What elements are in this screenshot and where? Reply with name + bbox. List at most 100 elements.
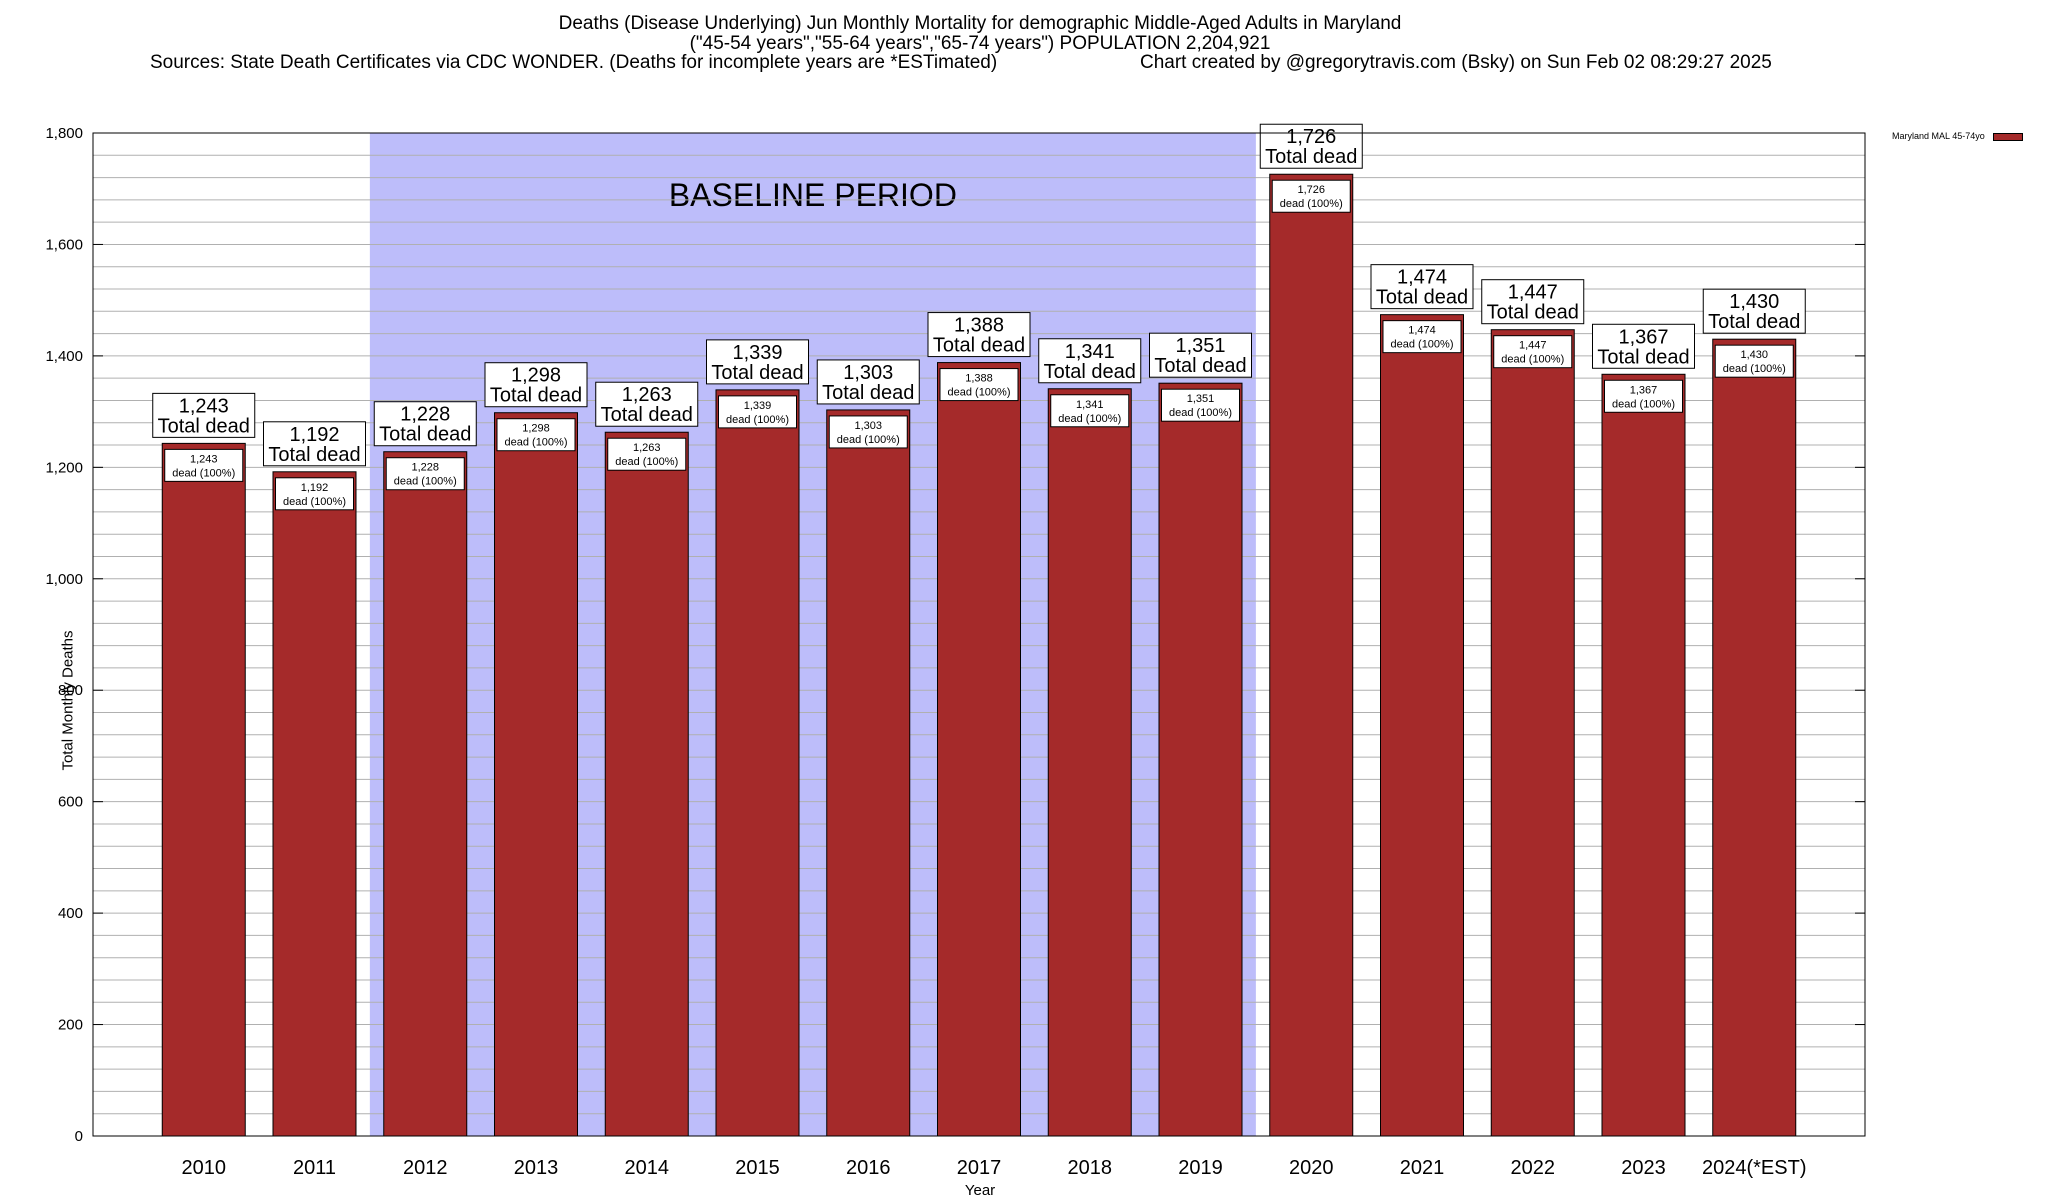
x-tick-label: 2024(*EST): [1702, 1157, 1807, 1179]
top-label-value: 1,339: [732, 342, 782, 364]
top-label-box: [1481, 279, 1585, 325]
inner-label-box: [939, 368, 1019, 402]
bar: [1380, 314, 1464, 1137]
inner-label-text: dead (100%): [1612, 398, 1675, 410]
inner-label-text: dead (100%): [394, 476, 457, 488]
bar: [1712, 338, 1797, 1137]
y-tick-label: 800: [58, 682, 83, 699]
title-line-2: ("45-54 years","55-64 years","65-74 year…: [689, 33, 1271, 54]
bar: [161, 442, 246, 1137]
top-label-text: Total dead: [601, 404, 693, 426]
inner-label-value: 1,726: [1297, 184, 1325, 196]
y-tick-label: 1,400: [45, 348, 83, 365]
x-tick-label: 2016: [846, 1157, 891, 1179]
inner-label-value: 1,351: [1187, 393, 1215, 405]
inner-label-text: dead (100%): [283, 496, 346, 508]
top-label-value: 1,351: [1175, 335, 1225, 357]
x-tick-label: 2018: [1068, 1157, 1113, 1179]
inner-label-value: 1,243: [190, 453, 218, 465]
top-label-box: [595, 381, 699, 427]
inner-label-text: dead (100%): [1058, 413, 1121, 425]
x-tick-label: 2010: [182, 1157, 227, 1179]
bar: [1490, 329, 1575, 1137]
top-label-value: 1,474: [1397, 267, 1447, 289]
inner-label-box: [1050, 394, 1130, 428]
inner-label-text: dead (100%): [1391, 339, 1454, 351]
top-label-value: 1,726: [1286, 126, 1336, 148]
top-label-box: [1038, 338, 1142, 384]
top-label-box: [1149, 332, 1252, 378]
top-label-text: Total dead: [158, 415, 250, 437]
bar: [383, 451, 468, 1137]
bar: [1158, 382, 1243, 1137]
inner-label-value: 1,298: [522, 423, 550, 435]
y-tick-label: 1,800: [45, 125, 83, 142]
x-tick-label: 2014: [625, 1157, 670, 1179]
inner-label-value: 1,341: [1076, 399, 1104, 411]
inner-label-box: [164, 448, 244, 482]
bar: [1269, 173, 1354, 1137]
x-tick-label: 2021: [1400, 1157, 1445, 1179]
y-tick-label: 200: [58, 1017, 83, 1034]
inner-label-value: 1,447: [1519, 340, 1547, 352]
top-label-text: Total dead: [1154, 355, 1246, 377]
y-tick-label: 1,000: [45, 571, 83, 588]
inner-label-box: [275, 477, 354, 511]
inner-label-text: dead (100%): [1169, 407, 1232, 419]
top-label-text: Total dead: [933, 335, 1025, 357]
x-tick-label: 2012: [403, 1157, 448, 1179]
inner-label-box: [496, 418, 576, 452]
top-label-text: Total dead: [711, 362, 803, 384]
x-tick-label: 2017: [957, 1157, 1002, 1179]
bar: [937, 362, 1021, 1137]
top-label-value: 1,298: [511, 365, 561, 387]
chart-title: Deaths (Disease Underlying) Jun Monthly …: [0, 14, 1960, 54]
inner-label-box: [385, 457, 465, 491]
inner-label-box: [828, 415, 908, 449]
top-label-box: [1702, 288, 1806, 334]
inner-label-value: 1,430: [1740, 349, 1768, 361]
top-label-value: 1,367: [1618, 326, 1668, 348]
inner-label-text: dead (100%): [948, 387, 1011, 399]
top-label-box: [263, 421, 366, 467]
inner-label-value: 1,192: [301, 482, 329, 494]
top-label-text: Total dead: [379, 424, 471, 446]
inner-label-text: dead (100%): [726, 414, 789, 426]
title-credit: Chart created by @gregorytravis.com (Bsk…: [1140, 52, 1772, 73]
inner-label-box: [1271, 179, 1351, 213]
x-tick-label: 2019: [1178, 1157, 1223, 1179]
top-label-value: 1,192: [289, 424, 339, 446]
top-label-text: Total dead: [1044, 361, 1136, 383]
top-label-value: 1,243: [179, 395, 229, 417]
top-label-value: 1,228: [400, 404, 450, 426]
inner-label-box: [1604, 379, 1683, 413]
title-line-1: Deaths (Disease Underlying) Jun Monthly …: [558, 13, 1402, 34]
top-label-box: [816, 359, 920, 405]
bar: [715, 389, 800, 1137]
inner-label-box: [1714, 344, 1794, 378]
x-tick-label: 2015: [735, 1157, 780, 1179]
bar: [494, 412, 578, 1137]
top-label-box: [373, 401, 477, 447]
top-label-box: [927, 312, 1031, 358]
top-label-value: 1,303: [843, 362, 893, 384]
plot-frame: [92, 132, 1866, 1137]
top-label-value: 1,341: [1065, 341, 1115, 363]
inner-label-value: 1,303: [854, 420, 882, 432]
bar: [1047, 388, 1132, 1137]
top-label-text: Total dead: [1487, 302, 1579, 324]
legend: Maryland MAL 45-74yo: [1892, 131, 2024, 141]
inner-label-value: 1,228: [411, 462, 439, 474]
inner-label-value: 1,388: [965, 373, 993, 385]
top-label-box: [1592, 323, 1695, 369]
legend-label: Maryland MAL 45-74yo: [1892, 131, 1985, 141]
top-label-text: Total dead: [268, 444, 360, 466]
inner-label-text: dead (100%): [837, 434, 900, 446]
inner-label-value: 1,474: [1408, 325, 1436, 337]
inner-label-box: [1161, 388, 1240, 422]
top-label-box: [484, 362, 588, 408]
x-tick-label: 2013: [514, 1157, 559, 1179]
top-label-text: Total dead: [1708, 311, 1800, 333]
title-sources: Sources: State Death Certificates via CD…: [150, 52, 998, 73]
